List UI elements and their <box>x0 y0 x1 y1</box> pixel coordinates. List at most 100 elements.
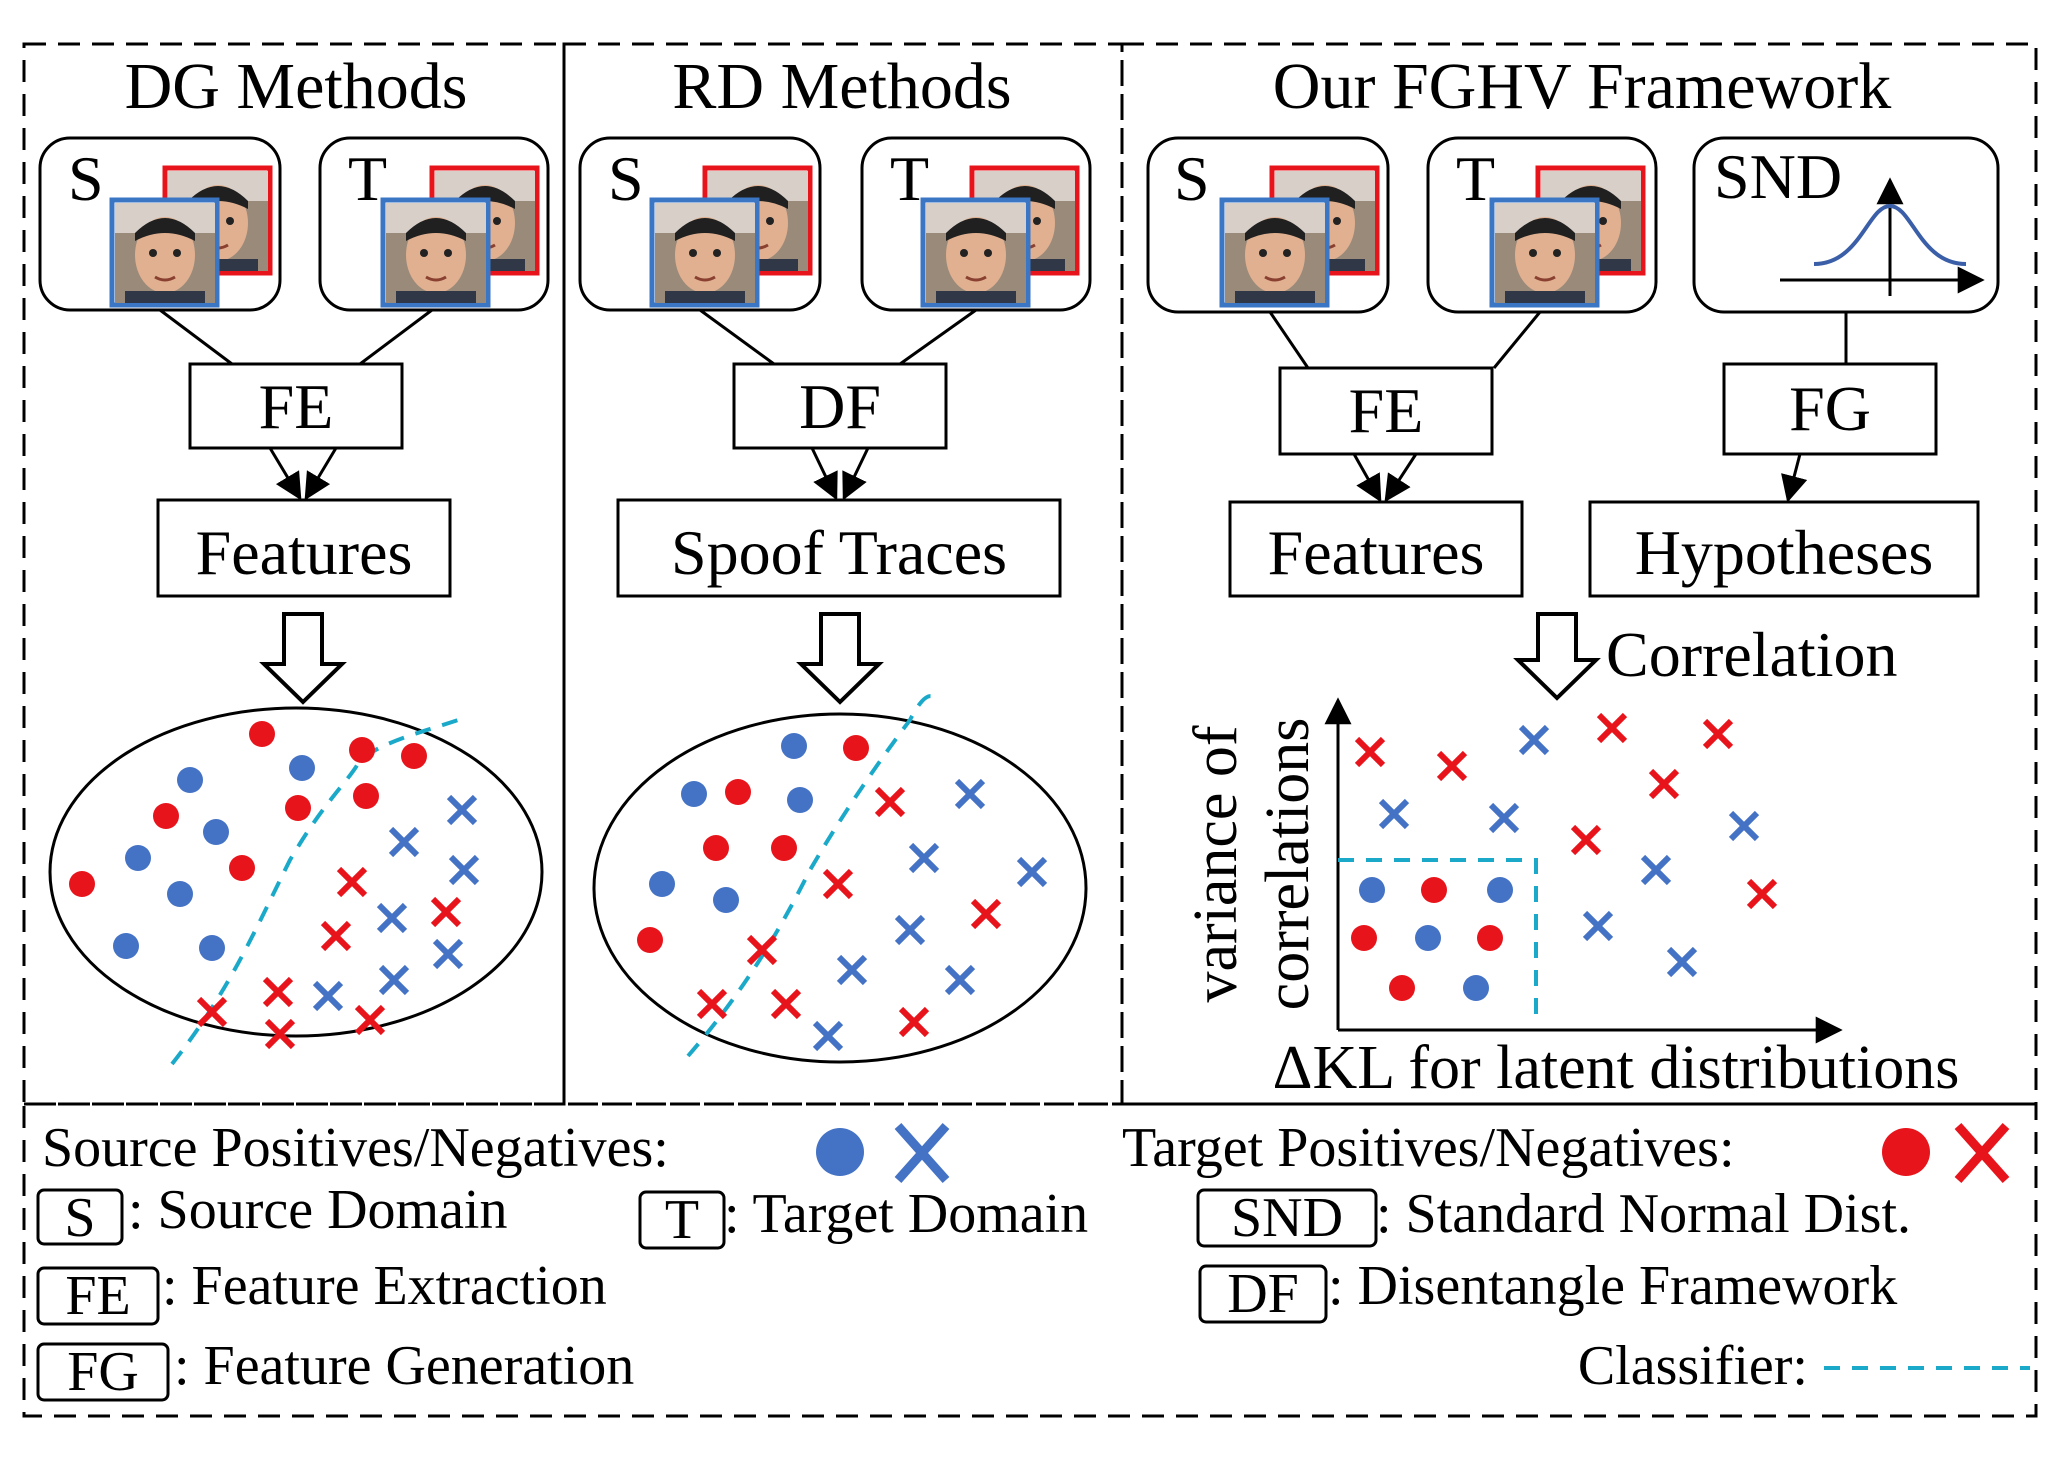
target-negative-cross <box>970 898 1002 930</box>
fghv-snd-label: SND <box>1714 141 1842 212</box>
normal-distribution-icon <box>1780 177 1985 296</box>
source-positive-dot <box>1359 877 1385 903</box>
target-negative-cross <box>1596 712 1628 744</box>
source-positive-dot <box>203 819 229 845</box>
legend-classifier-label: Classifier: <box>1578 1335 1808 1397</box>
fghv-correlation-label: Correlation <box>1606 619 1897 690</box>
source-negative-cross <box>376 902 408 934</box>
fghv-module2-box <box>1722 362 1938 456</box>
source-positive-dot <box>713 887 739 913</box>
source-positive-dot <box>113 933 139 959</box>
hollow-down-arrow-icon <box>259 612 347 705</box>
target-negative-cross <box>430 896 462 928</box>
target-negative-cross <box>1648 768 1680 800</box>
source-negative-cross <box>954 778 986 810</box>
hollow-down-arrow-icon <box>1513 612 1601 701</box>
source-negative-cross <box>446 794 478 826</box>
target-positive-dot <box>153 803 179 829</box>
source-positive-dot <box>681 781 707 807</box>
hollow-down-arrow-icon <box>796 612 884 705</box>
dg-points <box>69 721 480 1050</box>
source-positive-dot <box>177 767 203 793</box>
rd-target-label: T <box>890 143 929 214</box>
target-negative-cross <box>874 786 906 818</box>
target-positive-dot <box>1477 925 1503 951</box>
fghv-classifier-region <box>1338 858 1538 1020</box>
legend-df-desc: : Disentangle Framework <box>1328 1255 1897 1317</box>
panel-fghv-frame <box>1120 42 2038 1106</box>
source-positive-dot <box>649 871 675 897</box>
target-negative-cross <box>770 988 802 1020</box>
source-negative-cross <box>836 954 868 986</box>
legend-source-negative-cross <box>894 1123 950 1183</box>
source-positive-dot <box>289 755 315 781</box>
rd-output-box <box>616 498 1062 598</box>
dg-source-label: S <box>68 143 104 214</box>
source-positive-dot <box>781 733 807 759</box>
panel-fghv-title: Our FGHV Framework <box>1273 50 1891 123</box>
source-positive-dot <box>787 787 813 813</box>
legend-s-desc: : Source Domain <box>128 1179 507 1241</box>
target-positive-dot <box>285 795 311 821</box>
target-positive-dot <box>249 721 275 747</box>
target-negative-cross <box>1354 736 1386 768</box>
target-negative-cross <box>822 868 854 900</box>
target-positive-dot <box>229 855 255 881</box>
legend-source-pn: Source Positives/Negatives: <box>42 1117 669 1179</box>
target-negative-cross <box>696 988 728 1020</box>
fghv-output2-label: Hypotheses <box>1635 517 1934 588</box>
dg-feature-space <box>48 706 544 1038</box>
rd-output-label: Spoof Traces <box>671 517 1007 588</box>
legend-target-pn: Target Positives/Negatives: <box>1122 1117 1735 1179</box>
rd-module-box <box>732 362 948 450</box>
fghv-points <box>1351 712 1778 1001</box>
source-negative-cross <box>388 826 420 858</box>
legend-fg-key: FG <box>67 1341 139 1403</box>
source-positive-dot <box>1415 925 1441 951</box>
fghv-y-axis-label-2: correlations <box>1254 718 1322 1011</box>
legend-target-positive-dot <box>1882 1128 1930 1176</box>
legend-target-negative-cross <box>1954 1123 2010 1183</box>
target-negative-cross <box>262 976 294 1008</box>
target-positive-dot <box>1389 975 1415 1001</box>
legend-snd-desc: : Standard Normal Dist. <box>1376 1183 1911 1245</box>
target-positive-dot <box>637 927 663 953</box>
target-positive-dot <box>401 743 427 769</box>
source-negative-cross <box>944 964 976 996</box>
source-negative-cross <box>812 1020 844 1052</box>
source-negative-cross <box>1016 856 1048 888</box>
rd-points <box>637 733 1048 1052</box>
fghv-source-label: S <box>1174 143 1210 214</box>
source-negative-cross <box>1582 910 1614 942</box>
target-negative-cross <box>746 934 778 966</box>
target-negative-cross <box>264 1018 296 1050</box>
dg-classifier-line <box>170 716 465 1066</box>
target-negative-cross <box>1436 750 1468 782</box>
fghv-target-label: T <box>1456 143 1495 214</box>
legend-s-key: S <box>64 1187 95 1249</box>
target-negative-cross <box>320 920 352 952</box>
fghv-output1-label: Features <box>1268 517 1485 588</box>
target-positive-dot <box>69 871 95 897</box>
target-positive-dot <box>1351 925 1377 951</box>
dg-module-label: FE <box>259 371 334 442</box>
target-negative-cross <box>1702 718 1734 750</box>
target-positive-dot <box>349 737 375 763</box>
fghv-module1-box <box>1278 366 1494 456</box>
dg-output-box <box>156 498 452 598</box>
source-negative-cross <box>1728 810 1760 842</box>
target-positive-dot <box>843 735 869 761</box>
target-negative-cross <box>336 866 368 898</box>
source-positive-dot <box>1487 877 1513 903</box>
rd-module-label: DF <box>799 371 881 442</box>
fghv-output2-box <box>1588 500 1980 598</box>
source-negative-cross <box>1378 798 1410 830</box>
target-negative-cross <box>898 1006 930 1038</box>
source-positive-dot <box>125 845 151 871</box>
legend-t-desc: : Target Domain <box>724 1183 1088 1245</box>
panel-dg-title: DG Methods <box>125 50 468 123</box>
target-positive-dot <box>1421 877 1447 903</box>
target-negative-cross <box>354 1004 386 1036</box>
fghv-y-axis-label-1: variance of <box>1182 725 1250 1002</box>
fghv-module1-label: FE <box>1349 375 1424 446</box>
